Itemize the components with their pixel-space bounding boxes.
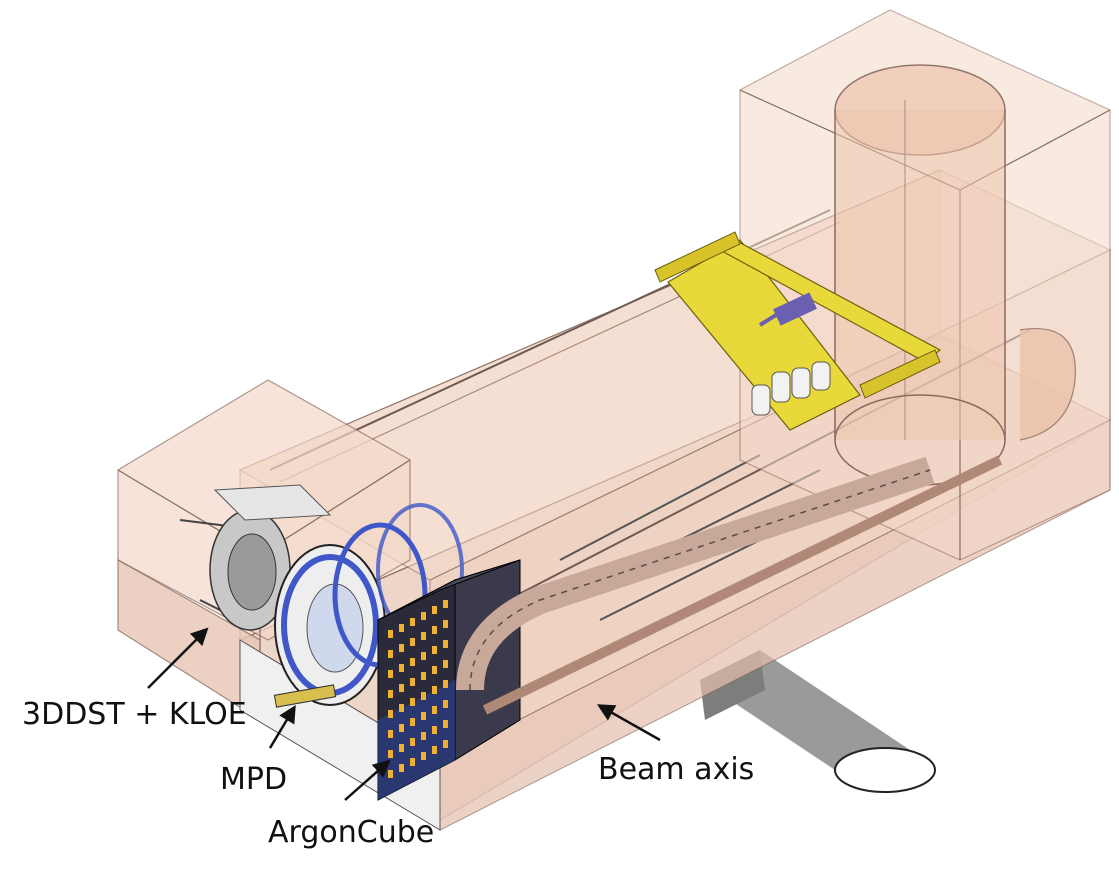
argoncube-cell	[421, 712, 426, 720]
argoncube-cell	[388, 690, 393, 698]
argoncube-cell	[410, 718, 415, 726]
label-beam: Beam axis	[598, 752, 755, 787]
argoncube-cell	[399, 644, 404, 652]
argoncube-cell	[421, 692, 426, 700]
argoncube-cell	[410, 758, 415, 766]
argoncube-cell	[421, 732, 426, 740]
argoncube-cell	[432, 706, 437, 714]
arrow-detector-c	[344, 759, 391, 801]
argoncube-cell	[410, 658, 415, 666]
argoncube-cell	[410, 698, 415, 706]
argoncube-cell	[410, 678, 415, 686]
argoncube-cell	[410, 638, 415, 646]
argoncube-cell	[421, 672, 426, 680]
argoncube-cell	[443, 720, 448, 728]
argoncube-cell	[388, 770, 393, 778]
overhead-crane	[654, 231, 942, 431]
argoncube-cell	[388, 710, 393, 718]
mpd-detector	[273, 503, 464, 708]
argoncube-cell	[443, 680, 448, 688]
argoncube-cell	[421, 652, 426, 660]
argoncube-cell	[432, 646, 437, 654]
argoncube-cell	[388, 670, 393, 678]
argoncube-cell	[432, 666, 437, 674]
argoncube-cell	[399, 704, 404, 712]
access-shaft	[739, 9, 1111, 561]
argoncube-cell	[432, 746, 437, 754]
argoncube-cell	[443, 600, 448, 608]
argoncube-cell	[421, 612, 426, 620]
gas-cylinders	[751, 361, 831, 416]
argoncube-cell	[443, 620, 448, 628]
argoncube-cell	[443, 740, 448, 748]
argoncube-cell	[421, 752, 426, 760]
argoncube-cell	[443, 640, 448, 648]
argoncube-cell	[388, 630, 393, 638]
argoncube-cell	[410, 738, 415, 746]
argoncube-cell	[399, 664, 404, 672]
beamline-pipe	[700, 650, 936, 793]
argoncube-cell	[388, 750, 393, 758]
argoncube-cell	[399, 764, 404, 772]
label-detector-b: MPD	[220, 762, 288, 797]
argoncube-cell	[421, 632, 426, 640]
argoncube-cell	[388, 730, 393, 738]
argoncube-cells	[388, 600, 448, 778]
annotation-arrows	[147, 627, 661, 801]
arrow-detector-b	[268, 704, 296, 749]
arrow-detector-a	[147, 627, 209, 689]
argoncube-cell	[443, 660, 448, 668]
argoncube-cell	[443, 700, 448, 708]
cable-chain	[456, 455, 1003, 715]
argoncube-cell	[388, 650, 393, 658]
label-detector-c: ArgonCube	[268, 815, 435, 850]
argoncube-cell	[432, 686, 437, 694]
argoncube-cell	[432, 606, 437, 614]
argoncube-cell	[399, 744, 404, 752]
argoncube-cell	[399, 724, 404, 732]
argoncube-cell	[432, 626, 437, 634]
label-detector-a: 3DDST + KLOE	[22, 697, 247, 732]
argoncube-cell	[399, 624, 404, 632]
kloe-magnet	[209, 484, 332, 631]
arrow-beam	[596, 704, 661, 742]
argoncube-cell	[410, 618, 415, 626]
argoncube-cell	[399, 684, 404, 692]
argoncube-cell	[432, 726, 437, 734]
